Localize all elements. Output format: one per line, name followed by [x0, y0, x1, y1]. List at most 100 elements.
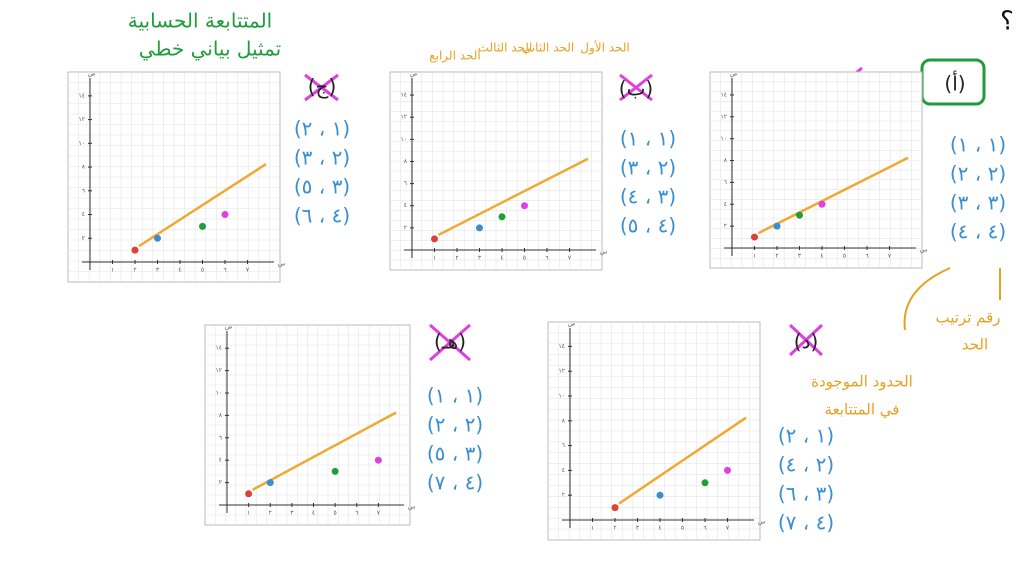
axis-label: ص [410, 71, 417, 78]
x-tick-label: ٢ [775, 253, 778, 260]
axis-label: س [600, 249, 607, 256]
x-tick-label: ٥ [843, 253, 846, 260]
x-tick-label: ٤ [820, 253, 823, 260]
y-tick-label: ٨ [404, 158, 408, 165]
point [773, 222, 781, 230]
ordered-pair: (٤ ، ٤) [950, 220, 1006, 244]
y-tick-label: ٦ [404, 180, 407, 187]
point [521, 202, 528, 210]
term-label: الحد الأول [580, 40, 630, 56]
y-tick-label: ٢ [219, 479, 222, 486]
drawn-line [618, 416, 747, 505]
ordered-pair: (٤ ، ٥) [620, 214, 676, 238]
term-label: الحد الثالث [478, 41, 533, 55]
annotation: رقم ترتيب [935, 309, 1000, 327]
x-tick-label: ٥ [523, 255, 526, 262]
cross [619, 73, 653, 102]
x-tick-label: ٦ [865, 253, 868, 260]
x-tick-label: ١ [753, 253, 756, 260]
y-tick-label: ٤ [82, 211, 85, 218]
point [724, 466, 731, 474]
y-tick-label: ١٠ [216, 390, 222, 397]
x-tick-label: ٤ [178, 267, 181, 274]
axis-label: ص [730, 71, 737, 78]
drawn-line [437, 157, 589, 237]
y-tick-label: ١٠ [721, 135, 727, 142]
ordered-pair: (٢ ، ٣) [620, 156, 676, 180]
axis-label: ص [225, 324, 232, 331]
point [221, 211, 229, 219]
note-title: المتتابعة الحسابية [128, 9, 273, 33]
ordered-pair: (٣ ، ٤) [620, 185, 676, 209]
point [818, 200, 826, 208]
x-tick-label: ٣ [798, 253, 802, 260]
x-tick-label: ٢ [613, 525, 616, 532]
option-label: (هـ) [434, 330, 466, 354]
y-tick-label: ١٢ [559, 368, 565, 375]
y-tick-label: ٢ [404, 224, 407, 231]
y-tick-label: ٤ [404, 202, 407, 209]
ordered-pair: (٣ ، ٦) [778, 482, 834, 506]
x-tick-label: ٧ [726, 525, 730, 532]
point [656, 491, 664, 499]
point [374, 456, 382, 464]
axis-label: س [278, 261, 285, 268]
option-label: (د) [794, 330, 819, 354]
x-tick-label: ٣ [290, 510, 294, 517]
ordered-pair: (٢ ، ٢) [950, 162, 1006, 186]
x-tick-label: ٦ [545, 255, 548, 262]
ordered-pair: (٤ ، ٧) [778, 511, 834, 535]
y-tick-label: ١٠ [79, 140, 85, 147]
axis-label: س [758, 519, 765, 526]
y-tick-label: ١٤ [559, 343, 565, 350]
x-tick-label: ٦ [703, 525, 706, 532]
x-tick-label: ١ [591, 525, 594, 532]
cross [429, 323, 471, 362]
x-tick-label: ٥ [201, 267, 204, 274]
annotation: الحد [962, 336, 988, 354]
axis-label: ص [88, 71, 95, 78]
x-tick-label: ١ [247, 510, 250, 517]
ordered-pair: (٤ ، ٧) [427, 471, 483, 495]
annotation: في المتتابعة [825, 401, 900, 420]
point [796, 211, 803, 219]
y-tick-label: ٤ [724, 201, 727, 208]
y-tick-label: ٨ [724, 157, 728, 164]
x-tick-label: ٦ [355, 510, 358, 517]
ordered-pair: (١ ، ٢) [294, 117, 350, 141]
point [476, 224, 483, 232]
y-tick-label: ٦ [82, 187, 85, 194]
option-label: (ج) [308, 75, 337, 99]
ordered-pair: (٣ ، ٣) [950, 191, 1006, 215]
arrow [903, 267, 951, 331]
y-tick-label: ١٤ [401, 92, 407, 99]
point [431, 235, 438, 243]
x-tick-label: ٦ [223, 267, 226, 274]
y-tick-label: ٦ [724, 179, 727, 186]
question: أي من الآتي يمثل المتتابعة { ١ ، ٢ ، ٣ ،… [1000, 3, 1024, 37]
ordered-pair: (١ ، ١) [427, 384, 483, 408]
x-tick-label: ١ [433, 255, 436, 262]
ordered-pair: (١ ، ٢) [778, 424, 834, 448]
y-tick-label: ١٤ [79, 92, 85, 99]
y-tick-label: ٨ [82, 164, 86, 171]
drawn-line [138, 163, 267, 248]
x-tick-label: ٢ [269, 510, 272, 517]
y-tick-label: ١٢ [721, 113, 727, 120]
annotation: الحدود الموجودة [811, 373, 913, 391]
y-tick-label: ١٤ [216, 345, 222, 352]
x-tick-label: ٧ [246, 267, 250, 274]
y-tick-label: ٢ [82, 235, 85, 242]
drawn-line [757, 156, 909, 235]
ordered-pair: (٣ ، ٥) [294, 175, 350, 199]
ordered-pair: (٤ ، ٦) [294, 204, 350, 228]
y-tick-label: ١٠ [559, 393, 565, 400]
y-tick-label: ٢ [562, 492, 565, 499]
x-tick-label: ٣ [478, 255, 482, 262]
x-tick-label: ١ [111, 267, 114, 274]
ordered-pair: (٢ ، ٢) [427, 413, 483, 437]
point [611, 504, 619, 512]
axis-label: س [408, 504, 415, 511]
x-tick-label: ٣ [636, 525, 640, 532]
y-tick-label: ٨ [562, 417, 566, 424]
